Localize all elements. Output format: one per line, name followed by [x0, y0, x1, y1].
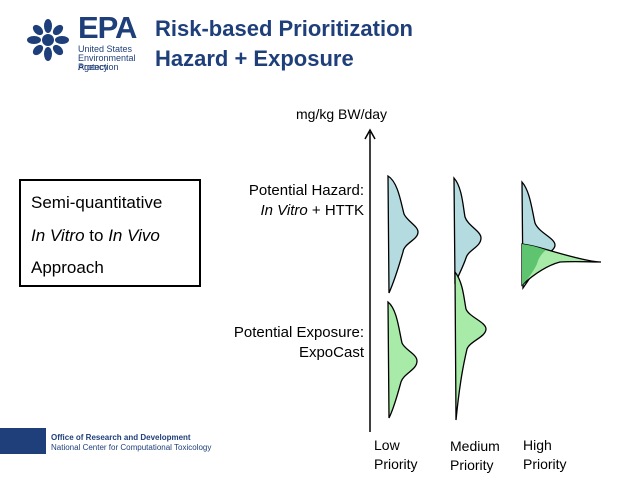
slide-title-line-1: Risk-based Prioritization — [155, 16, 413, 41]
approach-box: Semi-quantitative In Vitro to In Vivo Ap… — [19, 179, 201, 287]
slide-title-line-2: Hazard + Exposure — [155, 46, 354, 71]
approach-to: to — [84, 226, 109, 245]
priority-medium-line-2: Priority — [450, 457, 494, 473]
low-hazard-distribution — [387, 174, 419, 294]
approach-line-2: In Vitro to In Vivo — [31, 226, 160, 246]
approach-line-3: Approach — [31, 258, 104, 277]
priority-low-label: Low Priority — [374, 436, 418, 474]
priority-low-line-1: Low — [374, 437, 400, 453]
approach-in-vitro: In Vitro — [31, 226, 85, 245]
footer-center: National Center for Computational Toxico… — [51, 443, 212, 452]
logo-line-3: Agency — [78, 62, 109, 72]
hazard-label-line-1: Potential Hazard: — [248, 182, 364, 199]
medium-exposure-distribution — [454, 270, 487, 421]
logo-line-1: United States — [78, 44, 133, 54]
axis-unit-label: mg/kg BW/day — [296, 106, 388, 122]
medium-hazard-distribution — [453, 176, 482, 285]
hazard-in-vitro: In Vitro — [260, 202, 308, 219]
approach-line-1: Semi-quantitative — [31, 193, 163, 212]
priority-high-line-1: High — [523, 437, 552, 453]
epa-logo: EPA United States Environmental Protecti… — [26, 10, 156, 76]
low-exposure-distribution — [387, 300, 418, 419]
exposure-label-line-1: Potential Exposure: — [233, 324, 364, 341]
logo-line-2: Environmental Protection — [78, 53, 136, 72]
exposure-label-line-2: ExpoCast — [298, 344, 364, 361]
priority-medium-label: Medium Priority — [450, 437, 500, 475]
hazard-label-line-2: In Vitro + HTTK — [260, 202, 364, 219]
high-overlap-region — [522, 244, 546, 285]
footer-office: Office of Research and Development — [51, 433, 191, 442]
priority-medium-line-1: Medium — [450, 438, 500, 454]
priority-high-label: High Priority — [523, 436, 567, 474]
hazard-httk: + HTTK — [307, 202, 364, 219]
logo-wordmark: EPA — [78, 10, 137, 45]
axis-arrow-icon — [364, 128, 376, 140]
approach-in-vivo: In Vivo — [108, 226, 160, 245]
footer-color-bar — [0, 428, 46, 454]
priority-low-line-2: Priority — [374, 456, 418, 472]
epa-flower-icon — [27, 19, 69, 61]
priority-high-line-2: Priority — [523, 456, 567, 472]
